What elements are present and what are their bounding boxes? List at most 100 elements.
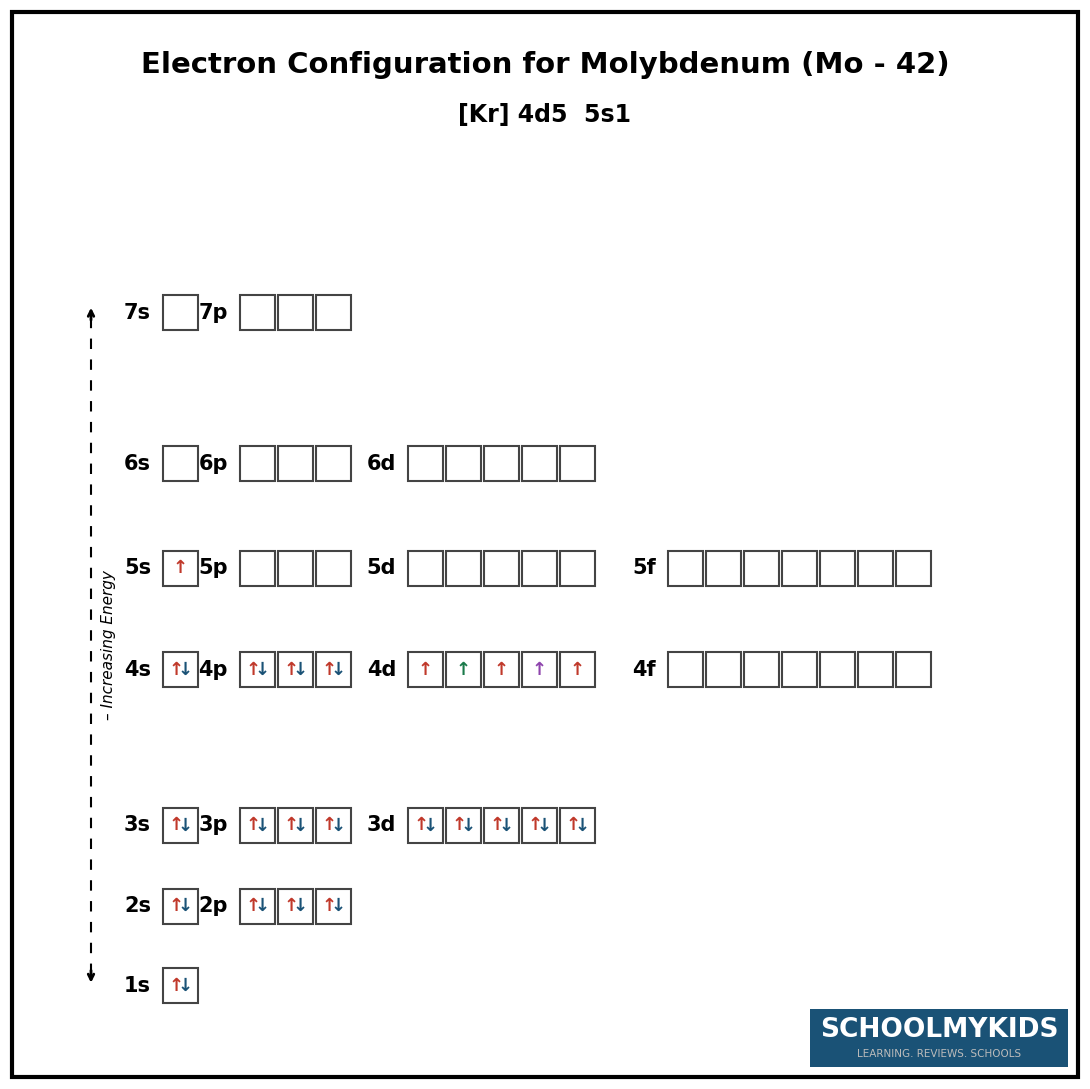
Bar [820, 551, 855, 586]
Bar [164, 968, 198, 1003]
Text: ↑: ↑ [283, 897, 299, 915]
Text: 6d: 6d [366, 454, 396, 474]
Text: 4p: 4p [198, 660, 228, 680]
Bar [858, 551, 893, 586]
Text: 5s: 5s [124, 559, 152, 578]
Text: 5f: 5f [632, 559, 656, 578]
Text: ↑: ↑ [566, 817, 581, 834]
Bar [858, 652, 893, 687]
Bar [706, 652, 741, 687]
Bar [810, 1010, 1068, 1067]
Text: ↓: ↓ [178, 897, 193, 915]
Text: ↑: ↑ [322, 661, 337, 678]
Text: ↓: ↓ [293, 661, 308, 678]
Text: ↑: ↑ [169, 661, 184, 678]
Bar [278, 808, 313, 843]
Text: ↓: ↓ [255, 817, 270, 834]
Bar [316, 551, 351, 586]
Bar [744, 551, 779, 586]
Text: LEARNING. REVIEWS. SCHOOLS: LEARNING. REVIEWS. SCHOOLS [857, 1049, 1021, 1059]
Bar [278, 295, 313, 330]
Text: 3p: 3p [198, 816, 228, 835]
Bar [164, 551, 198, 586]
Bar [164, 295, 198, 330]
Bar [820, 652, 855, 687]
Bar [240, 295, 275, 330]
Bar [164, 808, 198, 843]
Bar [316, 808, 351, 843]
Text: ↓: ↓ [423, 817, 438, 834]
Text: ↓: ↓ [499, 817, 514, 834]
Bar [240, 889, 275, 923]
Bar [522, 551, 557, 586]
Bar [560, 652, 595, 687]
Text: ↓: ↓ [178, 661, 193, 678]
Text: ↓: ↓ [178, 977, 193, 994]
Text: 4s: 4s [124, 660, 152, 680]
Text: ↑: ↑ [283, 817, 299, 834]
Text: ↑: ↑ [456, 661, 471, 678]
Bar [408, 652, 443, 687]
Text: ↑: ↑ [452, 817, 467, 834]
Text: 4f: 4f [632, 660, 656, 680]
Bar [316, 295, 351, 330]
Bar [782, 551, 818, 586]
Text: ↑: ↑ [246, 661, 262, 678]
Text: ↑: ↑ [417, 661, 433, 678]
Text: 7s: 7s [124, 303, 152, 322]
Text: 7p: 7p [198, 303, 228, 322]
Bar [560, 808, 595, 843]
Text: ↑: ↑ [246, 897, 262, 915]
Text: 6s: 6s [124, 454, 152, 474]
Text: 4d: 4d [366, 660, 396, 680]
Text: ↑: ↑ [570, 661, 585, 678]
Bar [240, 652, 275, 687]
Text: ↑: ↑ [414, 817, 429, 834]
Bar [896, 652, 931, 687]
Text: ↑: ↑ [322, 817, 337, 834]
Bar [560, 551, 595, 586]
Bar [408, 808, 443, 843]
Text: ↓: ↓ [331, 661, 346, 678]
Text: ↓: ↓ [255, 897, 270, 915]
Text: 3d: 3d [366, 816, 396, 835]
Bar [278, 446, 313, 481]
Text: ↓: ↓ [574, 817, 590, 834]
Text: [Kr] 4d5  5s1: [Kr] 4d5 5s1 [459, 103, 631, 127]
Text: ↑: ↑ [246, 817, 262, 834]
Text: 5d: 5d [366, 559, 396, 578]
Text: Electron Configuration for Molybdenum (Mo - 42): Electron Configuration for Molybdenum (M… [141, 51, 949, 79]
Text: ↓: ↓ [255, 661, 270, 678]
Text: ↑: ↑ [169, 977, 184, 994]
Bar [522, 446, 557, 481]
Bar [522, 652, 557, 687]
Text: ↑: ↑ [169, 897, 184, 915]
Bar [240, 551, 275, 586]
Text: 3s: 3s [124, 816, 152, 835]
Text: ↓: ↓ [461, 817, 476, 834]
Bar [446, 446, 481, 481]
Text: ↓: ↓ [293, 817, 308, 834]
Text: 1s: 1s [124, 976, 152, 995]
Text: ↑: ↑ [283, 661, 299, 678]
Text: ↑: ↑ [169, 817, 184, 834]
Bar [484, 808, 519, 843]
Bar [744, 652, 779, 687]
Text: SCHOOLMYKIDS: SCHOOLMYKIDS [820, 1017, 1058, 1043]
Bar [278, 551, 313, 586]
Bar [484, 551, 519, 586]
Bar [782, 652, 818, 687]
Bar [408, 446, 443, 481]
Bar [446, 652, 481, 687]
Bar [316, 889, 351, 923]
Text: 5p: 5p [198, 559, 228, 578]
Text: ↑: ↑ [528, 817, 543, 834]
Bar [240, 446, 275, 481]
Text: ↑: ↑ [494, 661, 509, 678]
Bar [706, 551, 741, 586]
Bar [316, 446, 351, 481]
Bar [278, 652, 313, 687]
Bar [896, 551, 931, 586]
Bar [522, 808, 557, 843]
Bar [668, 652, 703, 687]
